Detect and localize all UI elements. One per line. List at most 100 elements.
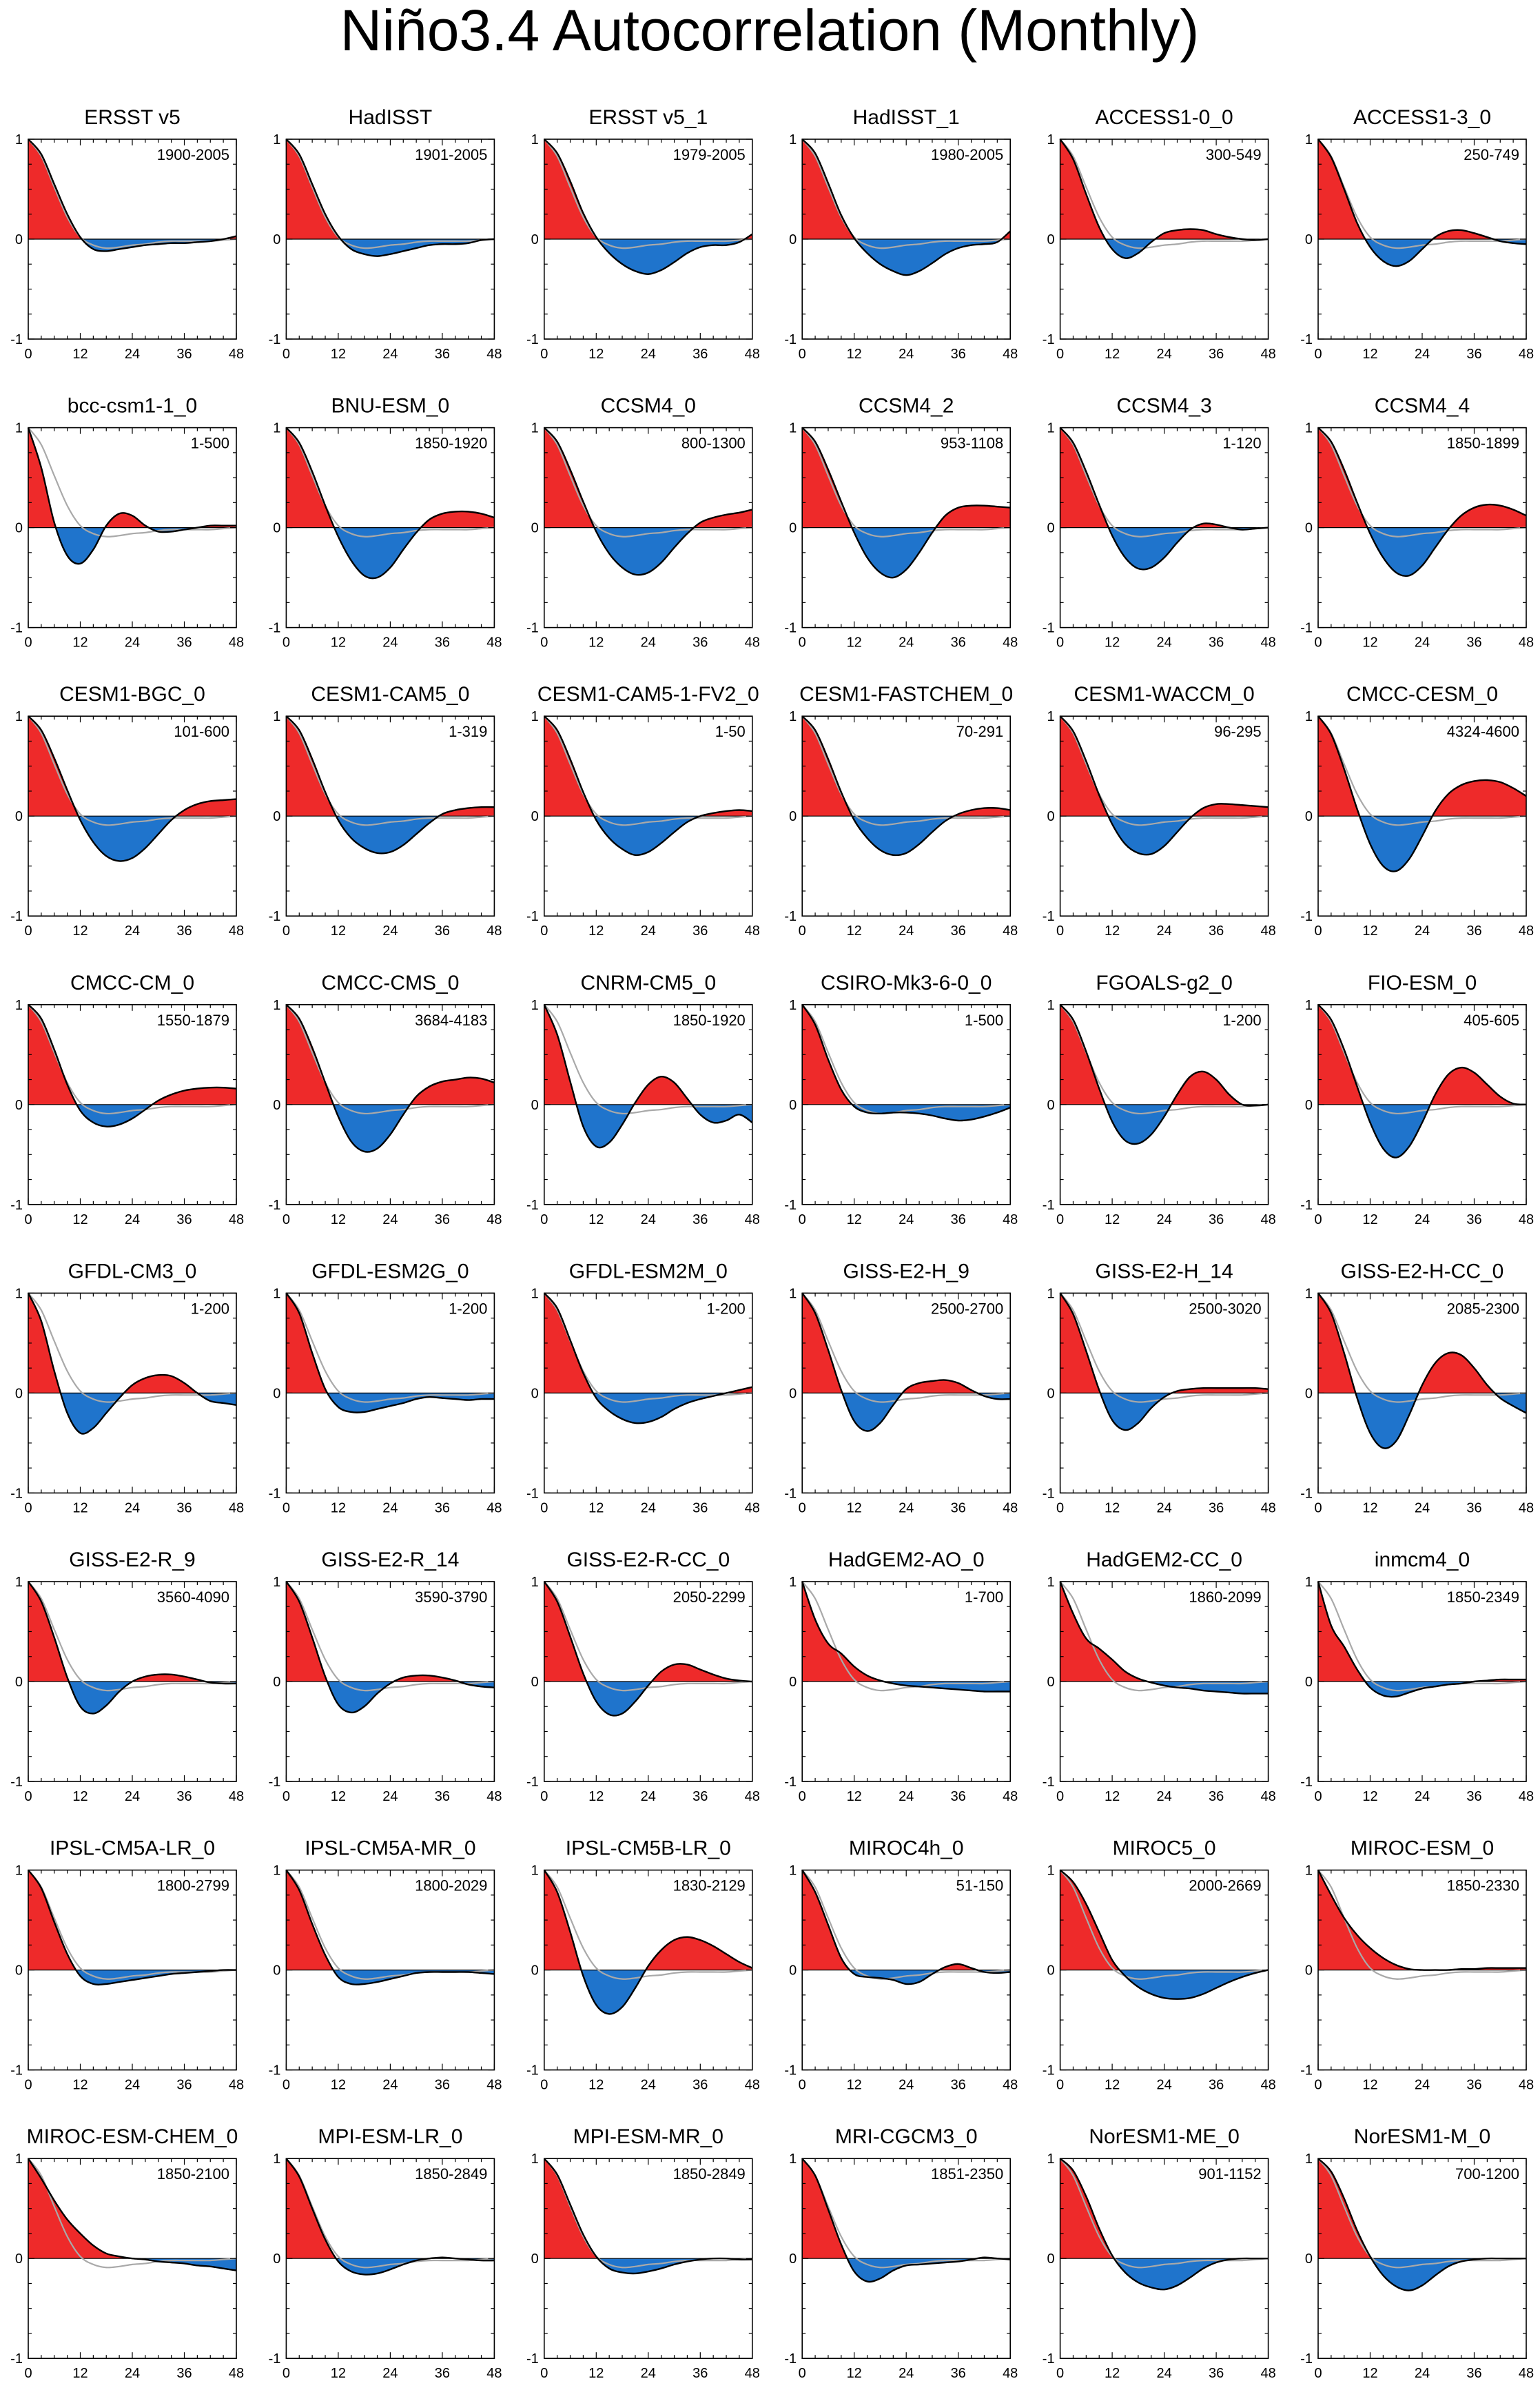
x-tick-label: 36 [951, 2078, 966, 2093]
x-tick-label: 12 [847, 1212, 862, 1227]
x-tick-label: 24 [1156, 1500, 1171, 1515]
x-tick-label: 36 [1466, 2366, 1481, 2381]
x-tick-label: 24 [125, 347, 140, 362]
y-tick-label: 0 [531, 2251, 539, 2267]
y-tick-label: 1 [1047, 1863, 1054, 1879]
panel-title: IPSL-CM5A-LR_0 [50, 1837, 215, 1860]
y-tick-label: -1 [10, 1486, 23, 1501]
y-tick-label: -1 [784, 1198, 797, 1213]
model-line [801, 715, 1011, 857]
positive-area [286, 716, 495, 817]
y-tick-label: 1 [531, 421, 539, 436]
y-tick-label: 0 [789, 809, 797, 824]
y-tick-label: 0 [273, 1386, 280, 1401]
y-tick-label: -1 [10, 621, 23, 636]
x-tick-label: 0 [799, 347, 806, 362]
positive-area [1318, 716, 1526, 817]
x-tick-label: 36 [1209, 2366, 1224, 2381]
period-label: 1-500 [191, 435, 229, 452]
y-tick-label: -1 [526, 2351, 539, 2367]
y-tick-label: 0 [789, 1386, 797, 1401]
x-tick-label: 24 [125, 1789, 140, 1804]
reference-line [1317, 1869, 1527, 1980]
negative-area [333, 1104, 411, 1152]
y-tick-label: 0 [15, 1675, 23, 1690]
x-tick-label: 24 [1156, 347, 1171, 362]
x-tick-label: 48 [745, 1789, 760, 1804]
y-tick-label: -1 [1043, 1198, 1055, 1213]
x-tick-label: 0 [1056, 2078, 1064, 2093]
x-tick-label: 0 [24, 923, 32, 939]
reference-line [543, 1869, 752, 1980]
y-tick-label: -1 [269, 909, 281, 924]
x-tick-label: 24 [899, 923, 914, 939]
negative-area [1318, 2258, 1526, 2291]
model-line [1059, 1869, 1269, 2000]
negative-area [327, 1393, 495, 1413]
model-line [285, 1581, 495, 1714]
x-tick-label: 24 [899, 1789, 914, 1804]
negative-area [286, 816, 495, 854]
x-tick-label: 12 [72, 2078, 88, 2093]
period-label: 1860-2099 [1189, 1588, 1261, 1606]
negative-area [581, 1970, 646, 2014]
x-tick-label: 36 [1209, 1500, 1224, 1515]
x-tick-label: 24 [1156, 1212, 1171, 1227]
x-tick-label: 24 [899, 1212, 914, 1227]
x-tick-label: 12 [72, 1500, 88, 1515]
x-tick-label: 12 [847, 1789, 862, 1804]
y-tick-label: 0 [531, 1098, 539, 1113]
y-tick-label: 1 [273, 709, 280, 724]
y-tick-label: 0 [273, 809, 280, 824]
x-tick-label: 0 [24, 347, 32, 362]
panel-title: ERSST v5 [84, 106, 181, 129]
positive-area [286, 2158, 455, 2259]
positive-area [802, 1004, 1011, 1105]
reference-line [801, 1004, 1011, 1115]
x-tick-label: 12 [1362, 2366, 1377, 2381]
positive-area [28, 139, 236, 239]
period-label: 51-150 [956, 1877, 1004, 1894]
x-tick-label: 24 [641, 347, 656, 362]
x-tick-label: 0 [1314, 635, 1322, 651]
model-line [27, 427, 236, 565]
y-tick-label: 1 [531, 1863, 539, 1879]
panel-title: CNRM-CM5_0 [580, 972, 716, 994]
x-tick-label: 36 [951, 347, 966, 362]
x-tick-label: 24 [382, 1500, 398, 1515]
y-tick-label: 1 [1305, 421, 1313, 436]
x-tick-label: 24 [382, 347, 398, 362]
y-tick-label: -1 [1300, 2351, 1313, 2367]
x-tick-label: 36 [1466, 347, 1481, 362]
x-tick-label: 0 [283, 2078, 290, 2093]
y-tick-label: 1 [1305, 1286, 1313, 1301]
reference-line [28, 427, 237, 538]
panel-title: CESM1-BGC_0 [59, 683, 205, 706]
y-tick-label: 0 [531, 1675, 539, 1690]
y-tick-label: -1 [269, 1486, 281, 1501]
period-label: 901-1152 [1198, 2165, 1261, 2183]
y-tick-label: 0 [1305, 1675, 1313, 1690]
x-tick-label: 0 [1056, 923, 1064, 939]
period-label: 1850-1920 [673, 1012, 746, 1029]
positive-area [544, 427, 752, 528]
positive-area [802, 1293, 1011, 1393]
x-tick-label: 0 [24, 2078, 32, 2093]
x-tick-label: 0 [1056, 1212, 1064, 1227]
y-tick-label: -1 [1043, 2351, 1055, 2367]
x-tick-label: 0 [1056, 2366, 1064, 2381]
y-tick-label: -1 [269, 621, 281, 636]
x-tick-label: 12 [331, 1212, 346, 1227]
reference-line [1317, 139, 1527, 249]
y-tick-label: 1 [789, 132, 797, 147]
x-tick-label: 12 [1105, 923, 1120, 939]
x-tick-label: 36 [1209, 923, 1224, 939]
x-tick-label: 0 [1314, 1789, 1322, 1804]
